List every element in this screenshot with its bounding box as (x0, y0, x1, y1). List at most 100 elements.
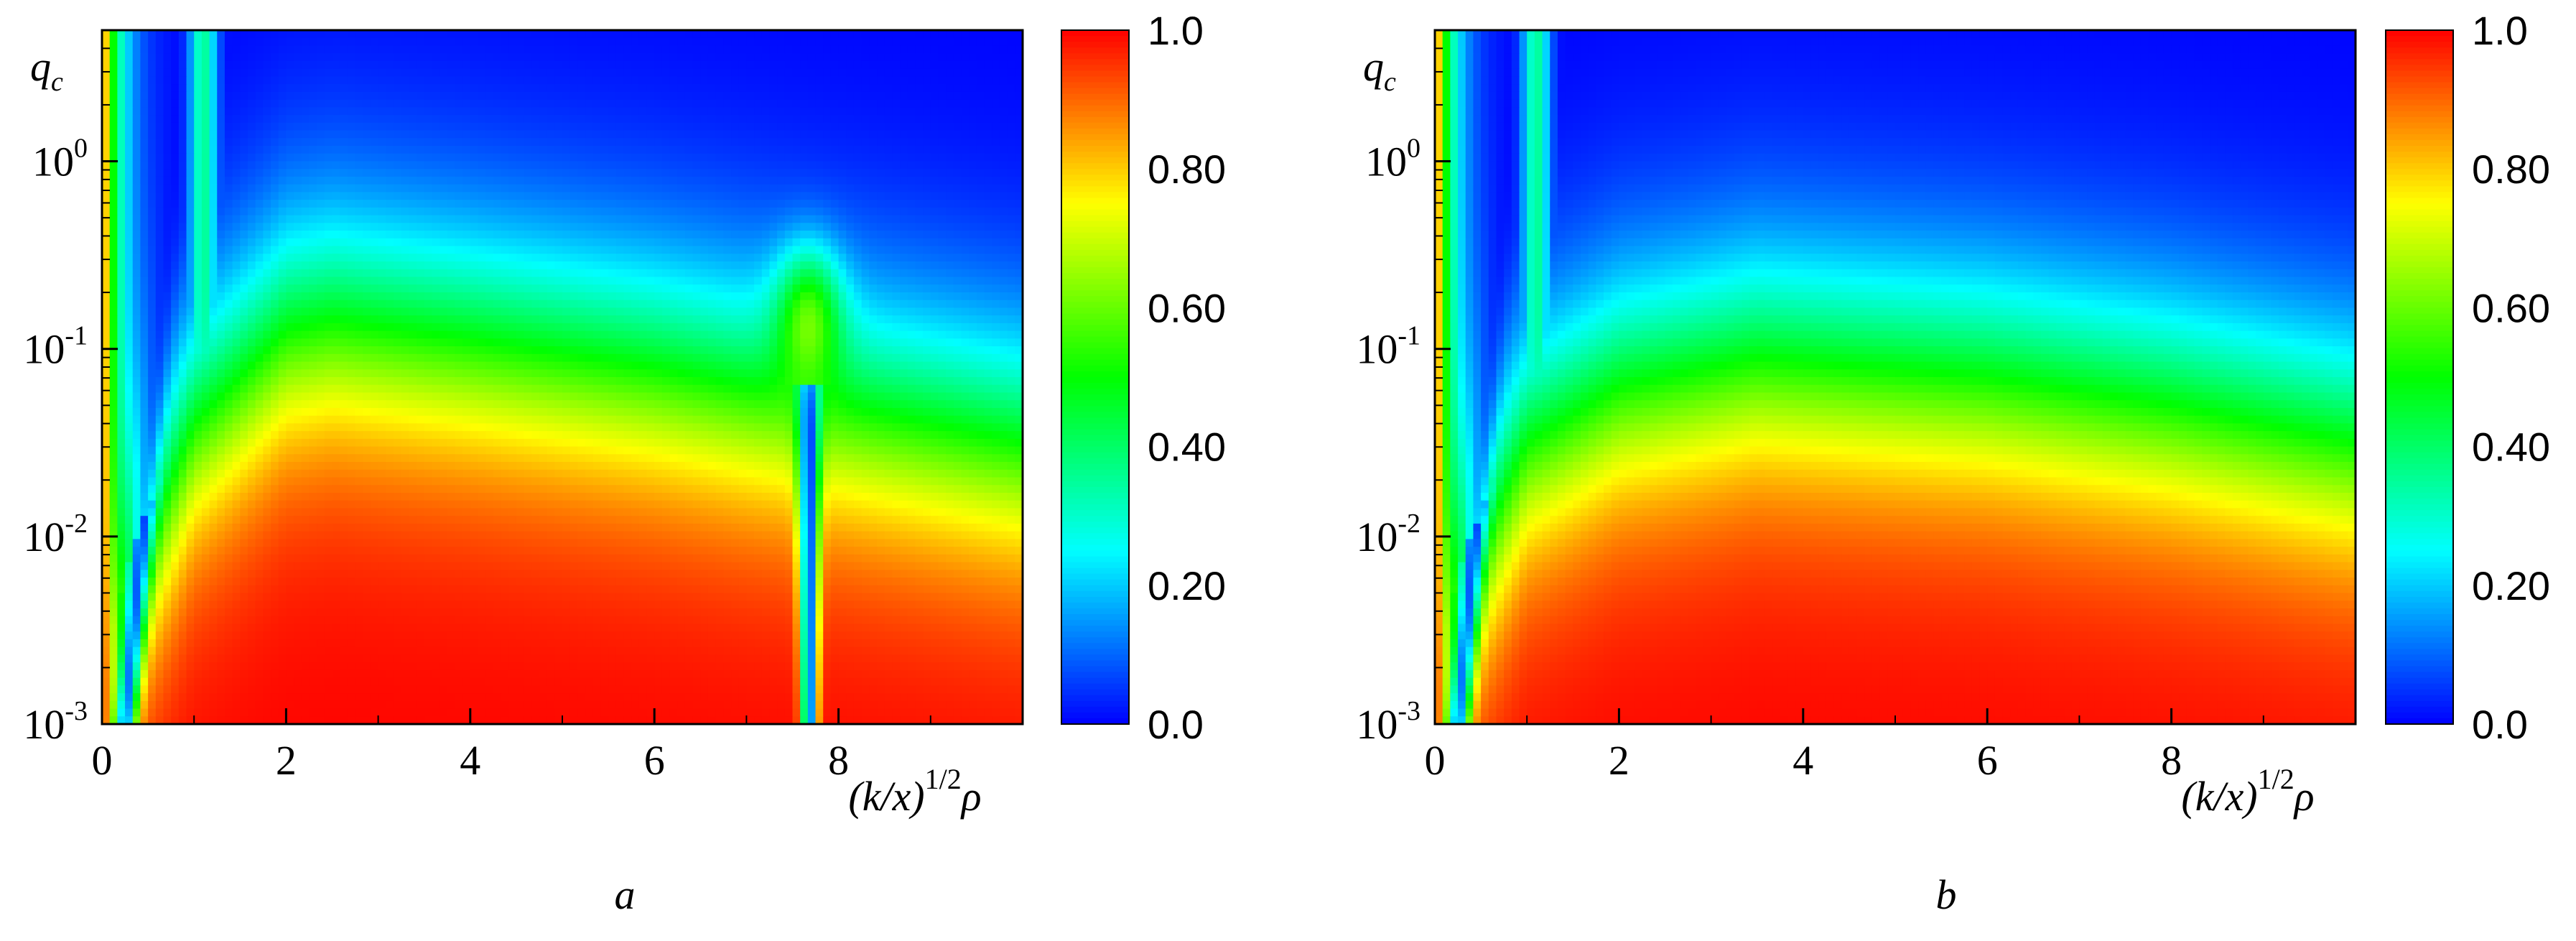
heatmap-cell (348, 100, 355, 108)
heatmap-cell (194, 254, 202, 261)
heatmap-cell (723, 300, 731, 308)
heatmap-cell (908, 146, 916, 154)
heatmap-cell (248, 192, 256, 200)
heatmap-cell (969, 284, 977, 292)
heatmap-cell (685, 76, 693, 84)
heatmap-cell (279, 92, 287, 100)
heatmap-cell (225, 331, 233, 339)
heatmap-cell (585, 307, 593, 315)
heatmap-cell (915, 161, 923, 169)
heatmap-cell (401, 38, 409, 46)
heatmap-cell (600, 246, 608, 254)
heatmap-cell (539, 30, 547, 38)
heatmap-cell (946, 215, 954, 223)
heatmap-cell (140, 61, 148, 69)
heatmap-cell (946, 138, 954, 146)
heatmap-cell (371, 92, 378, 100)
heatmap-cell (110, 76, 118, 84)
heatmap-cell (531, 231, 539, 238)
heatmap-cell (854, 30, 862, 38)
heatmap-cell (577, 69, 585, 77)
heatmap-cell (931, 292, 939, 300)
heatmap-cell (409, 123, 417, 131)
heatmap-cell (977, 338, 985, 346)
heatmap-cell (708, 161, 716, 169)
heatmap-cell (954, 185, 962, 193)
heatmap-cell (194, 38, 202, 46)
heatmap-cell (363, 38, 371, 46)
heatmap-cell (248, 161, 256, 169)
heatmap-cell (746, 215, 754, 223)
heatmap-cell (355, 185, 363, 193)
heatmap-cell (577, 177, 585, 185)
heatmap-cell (600, 346, 608, 354)
heatmap-cell (325, 223, 333, 231)
heatmap-cell (348, 223, 355, 231)
heatmap-cell (585, 92, 593, 100)
heatmap-cell (785, 61, 793, 69)
heatmap-cell (793, 38, 801, 46)
heatmap-cell (631, 254, 639, 261)
heatmap-cell (631, 346, 639, 354)
heatmap-cell (302, 269, 310, 277)
heatmap-cell (739, 192, 747, 200)
heatmap-cell (117, 315, 125, 323)
heatmap-cell (562, 238, 570, 246)
heatmap-cell (133, 315, 141, 323)
heatmap-cell (470, 45, 478, 53)
heatmap-cell (462, 45, 470, 53)
heatmap-cell (378, 246, 386, 254)
heatmap-cell (325, 208, 333, 215)
heatmap-cell (386, 100, 394, 108)
heatmap-cell (386, 331, 394, 339)
heatmap-cell (110, 45, 118, 53)
heatmap-cell (378, 123, 386, 131)
heatmap-cell (125, 323, 133, 331)
heatmap-cell (248, 208, 256, 215)
heatmap-cell (808, 185, 816, 193)
heatmap-cell (877, 192, 885, 200)
heatmap-cell (608, 331, 616, 339)
heatmap-cell (478, 261, 485, 269)
heatmap-cell (746, 338, 754, 346)
heatmap-cell (240, 238, 248, 246)
heatmap-cell (831, 38, 839, 46)
heatmap-cell (716, 277, 724, 284)
heatmap-cell (263, 138, 271, 146)
heatmap-cell (309, 185, 317, 193)
heatmap-cell (931, 69, 939, 77)
heatmap-cell (739, 30, 747, 38)
heatmap-cell (708, 284, 716, 292)
heatmap-cell (716, 100, 724, 108)
heatmap-cell (677, 346, 685, 354)
heatmap-cell (156, 315, 164, 323)
heatmap-cell (800, 100, 808, 108)
heatmap-cell (294, 315, 302, 323)
heatmap-cell (279, 169, 287, 177)
heatmap-cell (762, 215, 770, 223)
heatmap-cell (394, 223, 401, 231)
heatmap-cell (662, 185, 670, 193)
heatmap-cell (302, 192, 310, 200)
heatmap-cell (363, 69, 371, 77)
heatmap-cell (462, 223, 470, 231)
heatmap-cell (462, 192, 470, 200)
heatmap-cell (409, 223, 417, 231)
heatmap-cell (110, 115, 118, 123)
heatmap-cell (148, 115, 156, 123)
heatmap-cell (539, 307, 547, 315)
heatmap-cell (862, 323, 870, 331)
heatmap-cell (700, 231, 708, 238)
heatmap-cell (470, 323, 478, 331)
heatmap-cell (877, 100, 885, 108)
heatmap-cell (885, 38, 893, 46)
heatmap-cell (171, 284, 179, 292)
heatmap-cell (302, 331, 310, 339)
heatmap-cell (992, 300, 1000, 308)
heatmap-cell (831, 131, 839, 139)
heatmap-cell (631, 154, 639, 162)
heatmap-cell (846, 61, 854, 69)
heatmap-cell (885, 107, 893, 115)
heatmap-cell (317, 69, 325, 77)
heatmap-cell (547, 45, 555, 53)
